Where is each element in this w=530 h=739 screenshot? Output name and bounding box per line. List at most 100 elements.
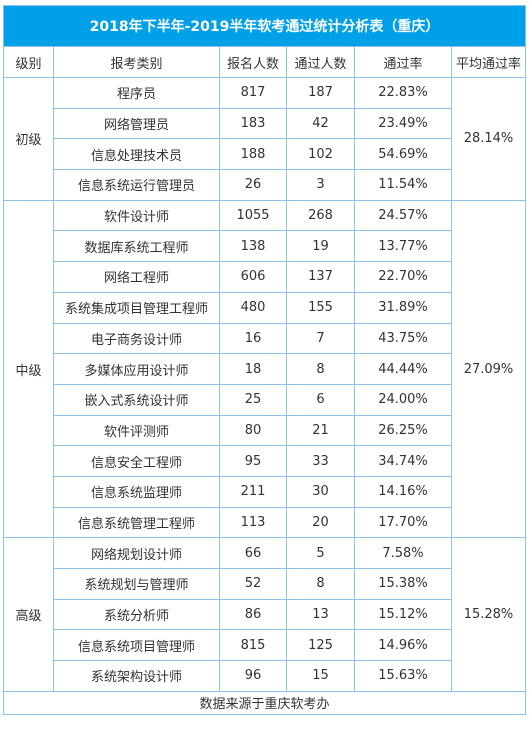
- passed-cell: 6: [286, 383, 355, 416]
- enrolled-cell: 96: [219, 660, 287, 692]
- table-row: 信息处理技术员 188 102 54.69%: [4, 138, 526, 171]
- category-cell: 系统架构设计师: [53, 660, 220, 692]
- category-cell: 网络工程师: [53, 261, 220, 293]
- category-cell: 软件设计师: [53, 199, 220, 232]
- passed-cell: 19: [286, 230, 355, 263]
- category-cell: 嵌入式系统设计师: [53, 383, 220, 416]
- category-cell: 程序员: [53, 77, 220, 109]
- table-row: 网络工程师 606 137 22.70%: [4, 261, 526, 293]
- avg-rate-cell: 15.28%: [450, 537, 527, 692]
- enrolled-cell: 18: [219, 353, 287, 385]
- avg-rate-cell: 28.14%: [450, 77, 527, 201]
- source-note: 数据来源于重庆软考办: [2, 690, 527, 715]
- category-cell: 多媒体应用设计师: [53, 353, 220, 385]
- rate-cell: 24.00%: [354, 383, 452, 416]
- enrolled-cell: 25: [219, 383, 287, 416]
- level-cell: 初级: [3, 77, 54, 201]
- header-avg-rate: 平均通过率: [450, 46, 527, 78]
- category-cell: 信息安全工程师: [53, 445, 220, 477]
- table-row: 系统集成项目管理工程师 480 155 31.89%: [4, 291, 526, 324]
- enrolled-cell: 480: [219, 291, 287, 324]
- header-enrolled: 报名人数: [219, 46, 287, 78]
- table-row: 数据库系统工程师 138 19 13.77%: [4, 230, 526, 263]
- category-cell: 信息系统监理师: [53, 475, 220, 508]
- passed-cell: 102: [286, 138, 355, 171]
- category-cell: 系统集成项目管理工程师: [53, 291, 220, 324]
- passed-cell: 155: [286, 291, 355, 324]
- footer-row: 数据来源于重庆软考办: [2, 690, 527, 715]
- statistics-table: 2018年下半年-2019半年软考通过统计分析表（重庆） 级别 报考类别 报名人…: [2, 5, 527, 715]
- enrolled-cell: 95: [219, 445, 287, 477]
- table-row: 系统分析师 86 13 15.12%: [4, 598, 526, 631]
- header-passed: 通过人数: [286, 46, 355, 78]
- passed-cell: 3: [286, 169, 355, 201]
- category-cell: 信息系统项目管理师: [53, 629, 220, 662]
- rate-cell: 54.69%: [354, 138, 452, 171]
- category-cell: 系统规划与管理师: [53, 568, 220, 600]
- category-cell: 系统分析师: [53, 598, 220, 631]
- rate-cell: 11.54%: [354, 169, 452, 201]
- enrolled-cell: 815: [219, 629, 287, 662]
- passed-cell: 42: [286, 107, 355, 140]
- table-row: 软件评测师 80 21 26.25%: [4, 414, 526, 447]
- level-cell: 中级: [3, 199, 54, 539]
- header-level: 级别: [3, 46, 54, 78]
- rate-cell: 34.74%: [354, 445, 452, 477]
- enrolled-cell: 138: [219, 230, 287, 263]
- avg-rate-cell: 27.09%: [450, 199, 527, 539]
- table-row: 多媒体应用设计师 18 8 44.44%: [4, 353, 526, 385]
- passed-cell: 8: [286, 353, 355, 385]
- enrolled-cell: 66: [219, 537, 287, 569]
- passed-cell: 125: [286, 629, 355, 662]
- header-rate: 通过率: [354, 46, 452, 78]
- rate-cell: 13.77%: [354, 230, 452, 263]
- table-row: 初级 程序员 817 187 22.83% 28.14%: [3, 77, 527, 201]
- enrolled-cell: 1055: [219, 199, 287, 232]
- enrolled-cell: 188: [219, 138, 287, 171]
- passed-cell: 30: [286, 475, 355, 508]
- rate-cell: 17.70%: [354, 506, 452, 539]
- enrolled-cell: 26: [219, 169, 287, 201]
- rate-cell: 24.57%: [354, 199, 452, 232]
- table-row: 信息系统项目管理师 815 125 14.96%: [4, 629, 526, 662]
- enrolled-cell: 16: [219, 322, 287, 355]
- category-cell: 数据库系统工程师: [53, 230, 220, 263]
- rate-cell: 15.12%: [354, 598, 452, 631]
- header-category: 报考类别: [53, 46, 220, 78]
- enrolled-cell: 86: [219, 598, 287, 631]
- rate-cell: 22.83%: [354, 77, 452, 109]
- passed-cell: 187: [286, 77, 355, 109]
- rate-cell: 14.96%: [354, 629, 452, 662]
- header-row: 级别 报考类别 报名人数 通过人数 通过率 平均通过率: [3, 46, 527, 78]
- passed-cell: 21: [286, 414, 355, 447]
- enrolled-cell: 52: [219, 568, 287, 600]
- passed-cell: 268: [286, 199, 355, 232]
- passed-cell: 33: [286, 445, 355, 477]
- rate-cell: 26.25%: [354, 414, 452, 447]
- passed-cell: 7: [286, 322, 355, 355]
- enrolled-cell: 113: [219, 506, 287, 539]
- category-cell: 网络规划设计师: [53, 537, 220, 569]
- category-cell: 网络管理员: [53, 107, 220, 140]
- category-cell: 软件评测师: [53, 414, 220, 447]
- table-row: 系统架构设计师 96 15 15.63%: [4, 660, 526, 692]
- table-row: 信息系统监理师 211 30 14.16%: [4, 475, 526, 508]
- rate-cell: 44.44%: [354, 353, 452, 385]
- category-cell: 电子商务设计师: [53, 322, 220, 355]
- category-cell: 信息处理技术员: [53, 138, 220, 171]
- rate-cell: 7.58%: [354, 537, 452, 569]
- rate-cell: 22.70%: [354, 261, 452, 293]
- table-row: 信息系统管理工程师 113 20 17.70%: [4, 506, 526, 539]
- table-row: 信息安全工程师 95 33 34.74%: [4, 445, 526, 477]
- rate-cell: 43.75%: [354, 322, 452, 355]
- category-cell: 信息系统运行管理员: [53, 169, 220, 201]
- passed-cell: 15: [286, 660, 355, 692]
- enrolled-cell: 606: [219, 261, 287, 293]
- rate-cell: 14.16%: [354, 475, 452, 508]
- passed-cell: 20: [286, 506, 355, 539]
- enrolled-cell: 183: [219, 107, 287, 140]
- rate-cell: 31.89%: [354, 291, 452, 324]
- rate-cell: 23.49%: [354, 107, 452, 140]
- table-row: 信息系统运行管理员 26 3 11.54%: [4, 169, 526, 201]
- table-row: 中级 软件设计师 1055 268 24.57% 27.09%: [3, 199, 527, 539]
